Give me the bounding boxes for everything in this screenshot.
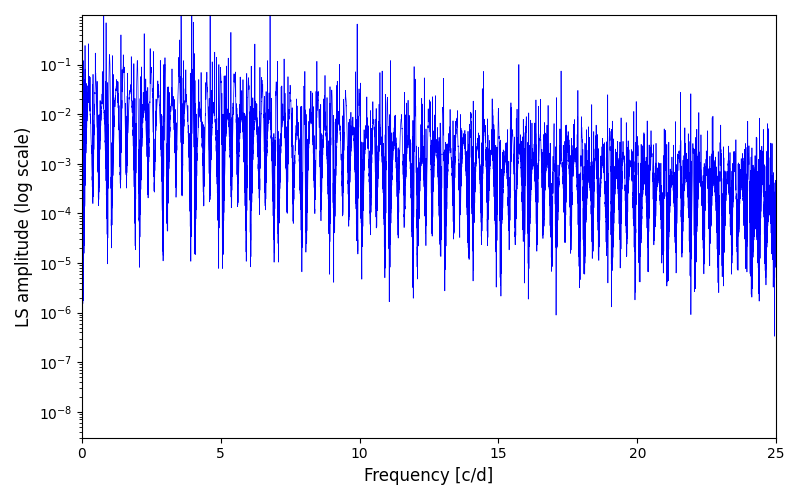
X-axis label: Frequency [c/d]: Frequency [c/d] — [364, 467, 494, 485]
Y-axis label: LS amplitude (log scale): LS amplitude (log scale) — [15, 126, 33, 326]
